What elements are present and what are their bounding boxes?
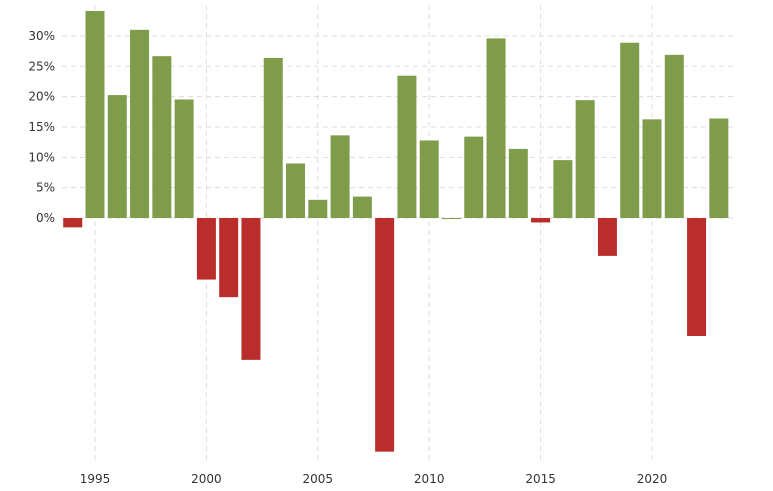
bar-1998 [152,56,172,219]
y-tick-label: 20% [28,90,55,104]
y-tick-label: 10% [28,150,55,164]
y-tick-label: 0% [36,211,55,225]
bar-2018 [597,218,617,256]
bar-2022 [687,218,707,337]
bar-2019 [620,42,640,219]
bar-1995 [85,11,105,219]
bar-1997 [130,29,150,219]
bar-2007 [352,196,372,219]
bar-2011 [441,218,461,220]
bar-2003 [263,57,283,219]
bar-1994 [63,218,83,228]
y-tick-label: 30% [28,29,55,43]
x-tick-label: 1995 [80,472,111,486]
bar-2023 [709,118,729,219]
bar-2006 [330,135,350,219]
x-tick-label: 2010 [414,472,445,486]
bar-2021 [664,54,684,219]
bar-2014 [508,148,528,219]
bar-2004 [286,163,306,219]
bar-2008 [375,218,395,452]
bar-2020 [642,119,662,219]
x-axis-labels: 1995 2000 2005 2010 2015 2020 [80,472,668,486]
y-tick-label: 15% [28,120,55,134]
bar-2010 [419,140,439,219]
bar-2009 [397,75,417,219]
bar-2015 [531,218,551,223]
y-tick-label: 5% [36,181,55,195]
y-axis-labels: 0% 5% 10% 15% 20% 25% 30% [28,29,55,225]
bars [63,11,729,452]
x-tick-label: 2005 [303,472,334,486]
x-tick-label: 2020 [637,472,668,486]
bar-2017 [575,100,595,219]
bar-2016 [553,160,573,219]
bar-2001 [219,218,239,298]
x-tick-label: 2000 [191,472,222,486]
bar-1996 [107,95,127,219]
bar-1999 [174,99,194,219]
bar-2013 [486,38,506,219]
bar-2002 [241,218,261,360]
bar-2000 [196,218,216,280]
bar-2012 [464,136,484,219]
x-tick-label: 2015 [525,472,556,486]
y-tick-label: 25% [28,59,55,73]
bar-2005 [308,199,328,219]
